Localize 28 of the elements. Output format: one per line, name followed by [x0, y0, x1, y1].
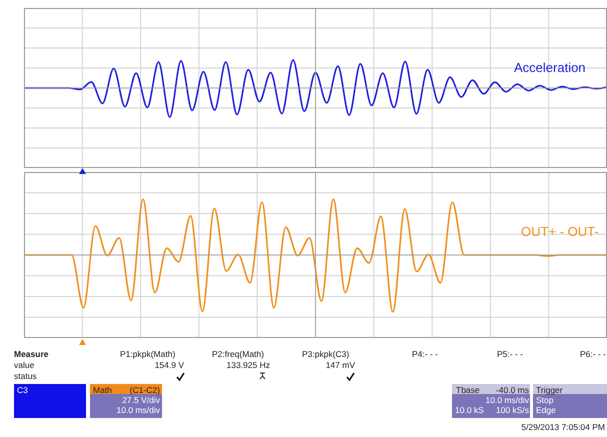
text: 100 kS/s [494, 405, 529, 415]
text: Stop [536, 395, 554, 405]
text: P6:- - - [580, 349, 606, 359]
text: value [14, 360, 34, 370]
text: 10.0 ms/div [484, 395, 529, 405]
text: 133.925 Hz [226, 360, 270, 370]
text: P3:pkpk(C3) [302, 349, 350, 359]
text: C3 [17, 385, 28, 395]
text: P5:- - - [497, 349, 523, 359]
text: -40.0 ms [494, 385, 529, 395]
text: 27.5 V/div [121, 395, 160, 405]
text: Measure [14, 349, 48, 359]
text: P4:- - - [412, 349, 438, 359]
text: 5/29/2013 7:05:04 PM [520, 422, 605, 432]
text: Edge [536, 405, 556, 415]
text: Trigger [536, 385, 563, 395]
text: (C1-C2) [128, 385, 160, 395]
series-label: OUT+ - OUT- [521, 224, 599, 239]
text: P2:freq(Math) [212, 349, 264, 359]
text: Tbase [456, 385, 480, 395]
series-label: Acceleration [514, 60, 586, 75]
text: 10.0 ms/div [116, 405, 160, 415]
text: Math [93, 385, 112, 395]
text: 147 mV [324, 360, 355, 370]
text: P1:pkpk(Math) [120, 349, 176, 359]
text: 10.0 kS [455, 405, 484, 415]
text: status [14, 371, 37, 381]
text: 154.9 V [154, 360, 184, 370]
